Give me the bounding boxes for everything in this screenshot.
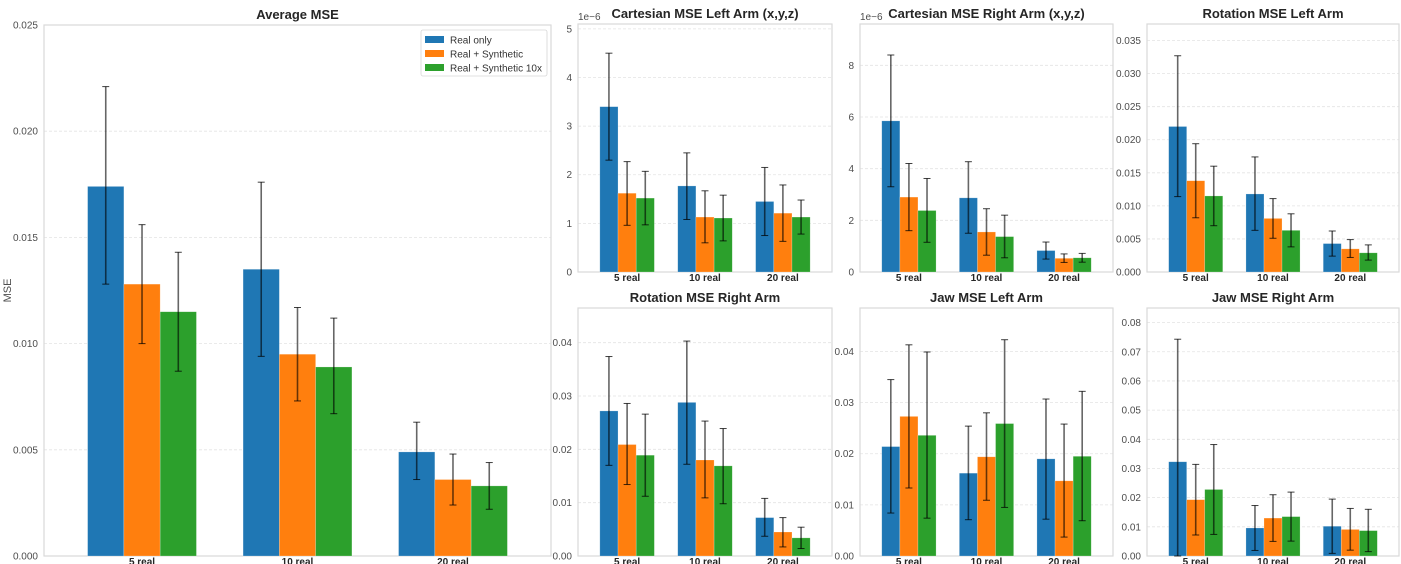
chart-title: Jaw MSE Right Arm [1212, 290, 1334, 305]
x-tick-label: 5 real [896, 557, 922, 564]
offset-text: 1e−6 [578, 12, 601, 23]
y-tick-label: 0.025 [1116, 102, 1141, 113]
y-tick-label: 2 [848, 216, 854, 227]
legend-box [420, 29, 548, 77]
y-tick-label: 0.010 [13, 339, 38, 350]
y-tick-label: 0.000 [13, 552, 38, 563]
legend-swatch [425, 64, 444, 71]
panel-cart_right: 0 2 4 6 8 Cartesian MSE Right Arm (x,y,z) 1e−6… [848, 6, 1114, 284]
chart-title: Rotation MSE Right Arm [630, 290, 780, 305]
x-tick-label: 20 real [1048, 273, 1080, 284]
x-tick-label: 10 real [1257, 557, 1289, 564]
y-tick-label: 0.010 [1116, 201, 1141, 212]
chart-title: Cartesian MSE Right Arm (x,y,z) [888, 6, 1084, 21]
x-tick-label: 5 real [129, 557, 155, 564]
y-tick-label: 0 [566, 268, 572, 279]
y-tick-label: 0.01 [1122, 522, 1142, 533]
y-axis-label: MSE [2, 279, 14, 303]
y-tick-label: 0.005 [1116, 234, 1141, 245]
x-tick-label: 5 real [896, 273, 922, 284]
offset-text: 1e−6 [860, 12, 883, 23]
legend-label: Real only [450, 36, 492, 47]
y-tick-label: 2 [566, 170, 572, 181]
x-tick-label: 5 real [1183, 557, 1209, 564]
panel-jaw_right: 0.00 0.01 0.02 0.03 0.04 0.05 0.06 0.07 0.08 Jaw … [1122, 290, 1400, 564]
y-tick-label: 0.015 [13, 233, 38, 244]
y-tick-label: 0.005 [13, 445, 38, 456]
y-tick-label: 0.06 [1122, 376, 1142, 387]
y-tick-label: 0.00 [1122, 552, 1142, 563]
x-tick-label: 20 real [1048, 557, 1080, 564]
y-tick-label: 0.01 [553, 498, 573, 509]
y-tick-label: 3 [566, 122, 572, 133]
panel-avg: 0.000 0.005 0.010 0.015 0.020 0.025 Average MS… [2, 7, 552, 564]
panel-rot_left: 0.000 0.005 0.010 0.015 0.020 0.025 0.030 0.035… [1116, 6, 1400, 284]
y-tick-label: 0.020 [1116, 135, 1141, 146]
y-tick-label: 5 [566, 24, 572, 35]
y-tick-label: 0.03 [835, 398, 855, 409]
y-tick-label: 0.025 [13, 21, 38, 32]
y-tick-label: 0.04 [1122, 435, 1142, 446]
x-tick-label: 20 real [767, 273, 799, 284]
y-tick-label: 6 [848, 113, 854, 124]
x-tick-label: 5 real [614, 273, 640, 284]
legend-swatch [425, 36, 444, 43]
panel-rot_right: 0.00 0.01 0.02 0.03 0.04 Rotation MSE Right A… [553, 290, 833, 564]
y-tick-label: 0.07 [1122, 347, 1142, 358]
x-tick-label: 20 real [767, 557, 799, 564]
x-tick-label: 10 real [282, 557, 314, 564]
x-tick-label: 20 real [1334, 273, 1366, 284]
legend: Real only Real + Synthetic Real + Syntheti… [420, 29, 548, 77]
y-tick-label: 0.02 [1122, 493, 1142, 504]
y-tick-label: 0.015 [1116, 168, 1141, 179]
y-tick-label: 0.000 [1116, 268, 1141, 279]
legend-label: Real + Synthetic 10x [450, 64, 542, 75]
x-tick-label: 5 real [614, 557, 640, 564]
y-tick-label: 0.04 [553, 338, 573, 349]
y-tick-label: 0.03 [1122, 464, 1142, 475]
x-tick-label: 20 real [1334, 557, 1366, 564]
y-tick-label: 0.00 [835, 552, 855, 563]
x-tick-label: 10 real [971, 273, 1003, 284]
x-tick-label: 10 real [971, 557, 1003, 564]
y-tick-label: 0.02 [553, 445, 573, 456]
chart-title: Cartesian MSE Left Arm (x,y,z) [611, 6, 798, 21]
x-tick-label: 5 real [1183, 273, 1209, 284]
legend-label: Real + Synthetic [450, 50, 523, 61]
panel-jaw_left: 0.00 0.01 0.02 0.03 0.04 Jaw MSE Left Arm 5 re… [835, 290, 1114, 564]
y-tick-label: 1 [566, 219, 572, 230]
y-tick-label: 0.05 [1122, 406, 1142, 417]
x-tick-label: 10 real [689, 273, 721, 284]
panel-cart_left: 0 1 2 3 4 5 Cartesian MSE Left Arm (x,y,z) 1e−6… [566, 6, 833, 284]
legend-swatch [425, 50, 444, 57]
x-tick-label: 10 real [1257, 273, 1289, 284]
y-tick-label: 8 [848, 61, 854, 72]
y-tick-label: 0.00 [553, 552, 573, 563]
x-tick-label: 20 real [437, 557, 469, 564]
y-tick-label: 0.01 [835, 500, 855, 511]
y-tick-label: 0.04 [835, 347, 855, 358]
x-tick-label: 10 real [689, 557, 721, 564]
chart-title: Average MSE [256, 7, 339, 22]
y-tick-label: 4 [566, 73, 572, 84]
y-tick-label: 0.020 [13, 127, 38, 138]
y-tick-label: 4 [848, 164, 854, 175]
y-tick-label: 0.02 [835, 449, 855, 460]
y-tick-label: 0 [848, 268, 854, 279]
chart-title: Jaw MSE Left Arm [930, 290, 1043, 305]
y-tick-label: 0.08 [1122, 318, 1142, 329]
y-tick-label: 0.035 [1116, 36, 1141, 47]
y-tick-label: 0.030 [1116, 69, 1141, 80]
chart-title: Rotation MSE Left Arm [1202, 6, 1343, 21]
y-tick-label: 0.03 [553, 392, 573, 403]
